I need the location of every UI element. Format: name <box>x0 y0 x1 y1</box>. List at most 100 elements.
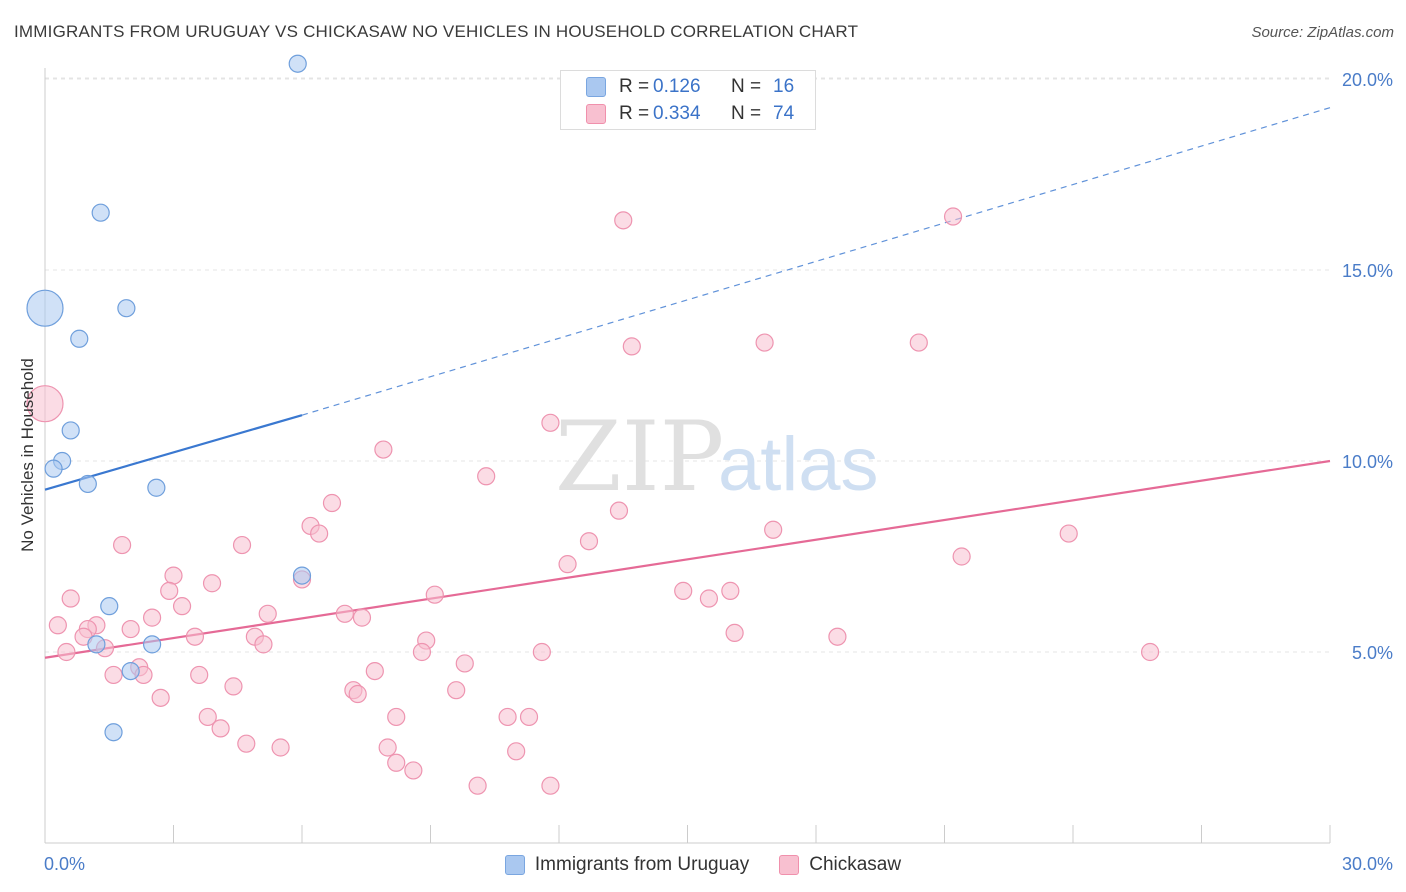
uruguay-point <box>61 421 80 440</box>
trend-line-uruguay-extension <box>301 107 1331 416</box>
chickasaw-point <box>721 581 740 600</box>
chickasaw-point <box>211 719 230 738</box>
chickasaw-point <box>348 684 367 704</box>
r-label: R = <box>619 103 650 124</box>
chickasaw-point <box>48 616 67 635</box>
chickasaw-point <box>190 665 209 685</box>
chickasaw-point <box>198 707 217 727</box>
chickasaw-point <box>271 738 290 757</box>
chickasaw-point <box>112 535 132 555</box>
n-label: N = <box>731 76 762 97</box>
y-tick-label: 15.0% <box>1342 261 1393 281</box>
series-legend: Immigrants from Uruguay Chickasaw <box>0 852 1406 878</box>
chickasaw-point <box>609 501 629 520</box>
chart-title: IMMIGRANTS FROM URUGUAY VS CHICKASAW NO … <box>14 22 859 41</box>
y-tick-label: 5.0% <box>1352 643 1393 663</box>
r-label: R = <box>619 76 650 97</box>
chickasaw-point <box>387 707 406 727</box>
legend-label-chickasaw: Chickasaw <box>809 854 902 875</box>
chickasaw-point <box>202 574 222 593</box>
y-axis-label: No Vehicles in Household <box>18 358 37 552</box>
chickasaw-point <box>455 654 474 673</box>
uruguay-point <box>104 723 123 742</box>
chickasaw-point <box>622 337 641 356</box>
uruguay-point <box>100 597 119 616</box>
chickasaw-point <box>254 635 273 654</box>
chickasaw-point <box>224 677 243 696</box>
chickasaw-point <box>412 642 432 662</box>
uruguay-point <box>44 459 63 478</box>
chickasaw-point <box>164 566 183 585</box>
chickasaw-point <box>121 619 140 639</box>
chickasaw-point <box>498 707 517 727</box>
chickasaw-point <box>26 385 64 423</box>
chickasaw-point <box>142 608 162 627</box>
r-value: 0.126 <box>653 76 701 97</box>
legend-swatch-uruguay <box>504 855 525 875</box>
uruguay-point <box>147 478 166 497</box>
chickasaw-point <box>232 535 252 555</box>
n-value: 16 <box>773 76 795 97</box>
chickasaw-point <box>943 207 963 226</box>
gridlines <box>45 77 1330 653</box>
chickasaw-point <box>172 597 192 616</box>
legend-item-uruguay[interactable]: Immigrants from Uruguay <box>504 854 750 876</box>
x-tick-label: 0.0% <box>44 854 85 874</box>
data-points <box>26 54 1160 795</box>
chickasaw-point <box>674 581 693 600</box>
watermark-zip: ZIP <box>555 401 724 513</box>
chickasaw-point <box>352 608 372 627</box>
source-label: Source: ZipAtlas.com <box>1251 24 1394 41</box>
uruguay-point <box>142 635 162 654</box>
chickasaw-point <box>258 604 277 623</box>
chickasaw-point <box>699 589 719 608</box>
chickasaw-point <box>425 585 444 604</box>
chickasaw-point <box>558 555 577 574</box>
chickasaw-point <box>378 738 397 757</box>
chickasaw-point <box>1140 642 1160 662</box>
chickasaw-point <box>828 627 847 646</box>
chickasaw-point <box>541 776 560 795</box>
chickasaw-point <box>952 547 971 566</box>
uruguay-point <box>288 54 307 73</box>
chickasaw-point <box>404 761 423 780</box>
stats-legend: R = 0.126 N = 16 R = 0.334 N = 74 <box>560 70 816 130</box>
watermark-atlas: atlas <box>718 422 879 507</box>
chickasaw-point <box>322 493 342 513</box>
n-label: N = <box>731 103 762 124</box>
chickasaw-point <box>764 520 783 539</box>
chickasaw-point <box>310 524 329 543</box>
trend-lines <box>44 107 1331 659</box>
x-tick-label: 30.0% <box>1342 854 1393 874</box>
uruguay-point <box>117 299 136 318</box>
chickasaw-point <box>447 681 466 700</box>
legend-item-chickasaw[interactable]: Chickasaw <box>779 854 901 876</box>
chickasaw-point <box>57 642 76 662</box>
chickasaw-point <box>532 642 551 662</box>
uruguay-point <box>121 661 140 681</box>
chickasaw-point <box>579 532 599 551</box>
uruguay-point <box>91 203 110 222</box>
chickasaw-point <box>335 604 354 623</box>
chickasaw-point <box>365 661 384 681</box>
trend-line-chickasaw <box>44 459 1331 659</box>
uruguay-swatch <box>586 77 606 97</box>
axes <box>44 68 1331 844</box>
r-value: 0.334 <box>653 103 701 124</box>
chickasaw-point <box>104 665 123 685</box>
y-tick-label: 10.0% <box>1342 452 1393 472</box>
chickasaw-point <box>387 753 406 772</box>
chickasaw-point <box>160 581 179 600</box>
chickasaw-point <box>61 589 80 608</box>
uruguay-point <box>26 289 64 327</box>
tick-labels: 5.0% 10.0% 15.0% 20.0% 0.0% 30.0% <box>44 70 1393 874</box>
chickasaw-point <box>541 413 560 432</box>
legend-label-uruguay: Immigrants from Uruguay <box>534 854 750 875</box>
chickasaw-point <box>185 627 205 646</box>
uruguay-point <box>70 329 89 348</box>
chickasaw-point <box>909 333 928 352</box>
chickasaw-point <box>237 734 256 753</box>
chickasaw-point <box>725 623 744 643</box>
n-value: 74 <box>773 103 795 124</box>
